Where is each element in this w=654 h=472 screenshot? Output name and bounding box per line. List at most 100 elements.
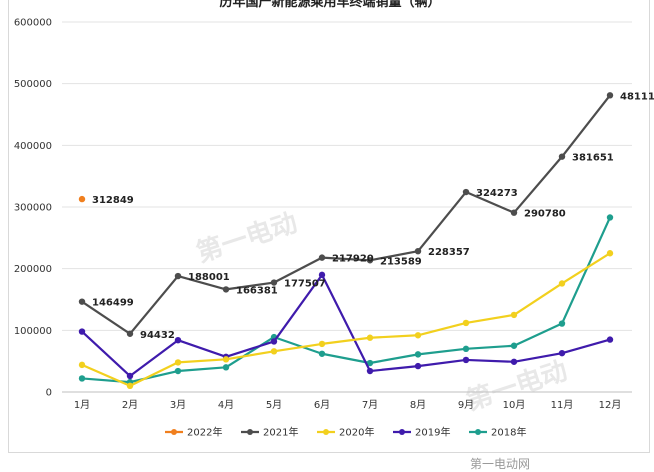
data-point xyxy=(126,372,134,380)
data-label: 166381 xyxy=(236,285,278,296)
y-tick-label: 0 xyxy=(46,388,52,399)
legend-label: 2020年 xyxy=(339,426,374,439)
data-point xyxy=(78,195,86,203)
data-point xyxy=(318,340,326,348)
data-point xyxy=(318,350,326,357)
data-point xyxy=(414,332,422,339)
x-tick-label: 6月 xyxy=(314,399,330,411)
data-point xyxy=(414,351,422,358)
data-point xyxy=(606,214,614,221)
x-tick-label: 12月 xyxy=(599,399,622,411)
x-tick-label: 3月 xyxy=(170,399,186,411)
x-tick-label: 9月 xyxy=(458,399,474,411)
data-point xyxy=(126,382,134,390)
series-line-2020年 xyxy=(81,252,611,387)
data-label: 324273 xyxy=(476,188,518,199)
axes: 0 100000 200000 300000 400000 500000 600000 1月 2… xyxy=(14,18,622,412)
data-point xyxy=(222,364,230,371)
data-point xyxy=(414,247,422,255)
data-point xyxy=(414,362,422,370)
data-point xyxy=(366,334,374,341)
data-point xyxy=(222,286,230,293)
data-point xyxy=(606,92,614,99)
legend-marker xyxy=(399,429,405,435)
data-point xyxy=(462,319,470,327)
x-tick-label: 7月 xyxy=(362,399,378,411)
legend-marker xyxy=(247,429,253,435)
data-point xyxy=(606,336,614,343)
data-point xyxy=(78,328,86,335)
legend: 2022年 2021年 2020年 2019年 2018年 xyxy=(165,426,526,439)
x-tick-label: 10月 xyxy=(503,399,526,411)
chart-frame xyxy=(8,0,650,453)
data-point xyxy=(174,359,182,366)
data-point xyxy=(462,356,470,364)
data-point xyxy=(270,338,278,345)
data-label: 94432 xyxy=(140,330,175,341)
y-tick-label: 100000 xyxy=(14,326,52,337)
x-tick-label: 1月 xyxy=(74,399,90,411)
data-point xyxy=(78,375,86,382)
legend-label: 2019年 xyxy=(415,426,450,439)
data-point xyxy=(510,311,518,319)
data-point xyxy=(462,345,470,353)
x-tick-label: 2月 xyxy=(122,399,138,411)
data-label: 312849 xyxy=(92,195,134,206)
data-label: 228357 xyxy=(428,247,470,258)
legend-marker xyxy=(323,429,329,435)
legend-label: 2022年 xyxy=(187,426,222,439)
x-tick-label: 8月 xyxy=(410,399,426,411)
x-tick-label: 4月 xyxy=(218,399,234,411)
data-point xyxy=(126,330,134,337)
data-label: 213589 xyxy=(380,256,422,267)
data-point xyxy=(270,348,278,355)
series-line-2019年 xyxy=(81,273,611,378)
y-tick-label: 300000 xyxy=(14,203,52,214)
y-tick-label: 400000 xyxy=(14,141,52,152)
data-point xyxy=(174,337,182,344)
data-point xyxy=(318,254,326,261)
data-point xyxy=(78,361,86,369)
data-label: 381651 xyxy=(572,153,614,164)
x-tick-label: 5月 xyxy=(266,399,282,411)
data-point xyxy=(558,349,566,357)
data-label: 481117 xyxy=(620,91,654,102)
series-line-2021年 xyxy=(81,94,611,335)
grid-lines xyxy=(62,21,632,393)
watermark-1: 第一电动 xyxy=(193,207,302,269)
y-tick-label: 200000 xyxy=(14,264,52,275)
data-point xyxy=(558,320,566,327)
legend-label: 2018年 xyxy=(491,426,526,439)
series-line-2018年 xyxy=(81,217,612,384)
data-point xyxy=(462,188,470,196)
legend-marker xyxy=(475,429,481,435)
y-tick-label: 500000 xyxy=(14,79,52,90)
data-labels: 312849 146499 94432 188001 166381 177507 21792… xyxy=(92,91,654,340)
data-point xyxy=(558,280,566,287)
data-point xyxy=(222,356,230,363)
data-point xyxy=(366,359,374,367)
data-point xyxy=(510,209,518,216)
data-point xyxy=(174,272,182,280)
legend-marker xyxy=(171,429,177,435)
data-label: 146499 xyxy=(92,298,134,309)
data-point xyxy=(510,342,518,349)
data-label: 177507 xyxy=(284,279,326,290)
data-point xyxy=(510,358,518,365)
data-point xyxy=(270,279,278,286)
footer-brand: 第一电动网 xyxy=(470,457,531,471)
data-point xyxy=(558,153,566,160)
data-label: 188001 xyxy=(188,272,230,283)
data-point xyxy=(174,367,182,375)
data-label: 290780 xyxy=(524,209,566,220)
data-point xyxy=(78,298,86,305)
series-lines xyxy=(78,92,614,390)
x-tick-label: 11月 xyxy=(551,399,574,411)
chart-title: 历年国产新能源乘用车终端销量（辆） xyxy=(219,0,440,10)
data-label: 217920 xyxy=(332,254,374,265)
data-point xyxy=(366,257,374,264)
legend-label: 2021年 xyxy=(263,426,298,439)
data-point xyxy=(366,367,374,375)
y-tick-label: 600000 xyxy=(14,18,52,29)
